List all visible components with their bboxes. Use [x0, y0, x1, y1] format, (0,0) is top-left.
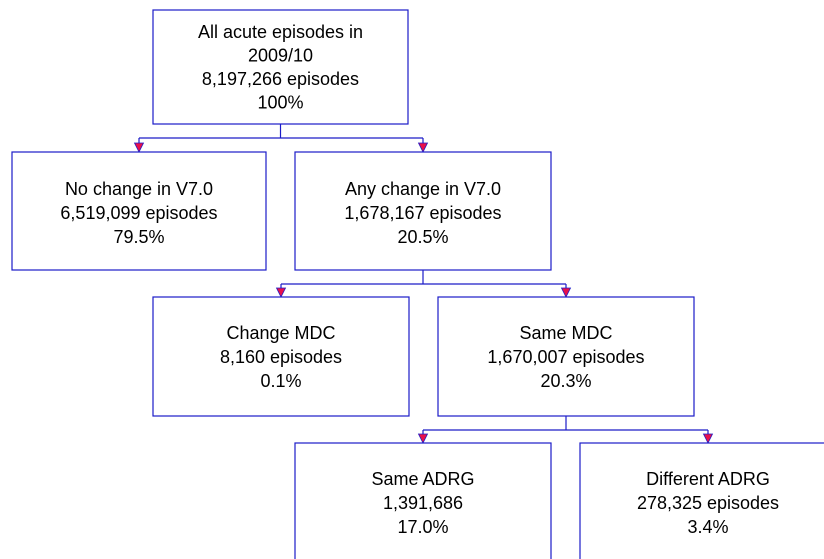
node-box	[294, 151, 552, 271]
node-text: All acute episodes in	[198, 22, 363, 42]
node-text: 20.5%	[397, 227, 448, 247]
arrow	[417, 142, 429, 153]
node-text: Same ADRG	[371, 469, 474, 489]
node-text: No change in V7.0	[65, 179, 213, 199]
node-text: 8,160 episodes	[220, 347, 342, 367]
node-box	[437, 296, 695, 417]
arrow	[702, 433, 714, 444]
node-text: 2009/10	[248, 45, 313, 65]
node-text: Different ADRG	[646, 469, 770, 489]
node-text: Same MDC	[519, 323, 612, 343]
node-box	[11, 151, 267, 271]
node-text: 0.1%	[260, 371, 301, 391]
node-box	[294, 442, 552, 559]
node-text: 100%	[257, 92, 303, 112]
connector	[280, 270, 567, 289]
node-text: 3.4%	[687, 517, 728, 537]
node-text: 17.0%	[397, 517, 448, 537]
node-box	[579, 442, 824, 559]
node-box	[152, 9, 409, 125]
arrow	[133, 142, 145, 153]
node-text: 1,670,007 episodes	[487, 347, 644, 367]
node-text: 6,519,099 episodes	[60, 203, 217, 223]
connector	[422, 416, 709, 435]
node-box	[152, 296, 410, 417]
node-text: Change MDC	[226, 323, 335, 343]
node-text: 8,197,266 episodes	[202, 69, 359, 89]
arrow	[417, 433, 429, 444]
connector	[138, 124, 424, 144]
node-text: 79.5%	[113, 227, 164, 247]
node-text: Any change in V7.0	[345, 179, 501, 199]
node-text: 278,325 episodes	[637, 493, 779, 513]
node-text: 1,391,686	[383, 493, 463, 513]
arrow	[275, 287, 287, 298]
node-text: 20.3%	[540, 371, 591, 391]
arrow	[560, 287, 572, 298]
node-text: 1,678,167 episodes	[344, 203, 501, 223]
